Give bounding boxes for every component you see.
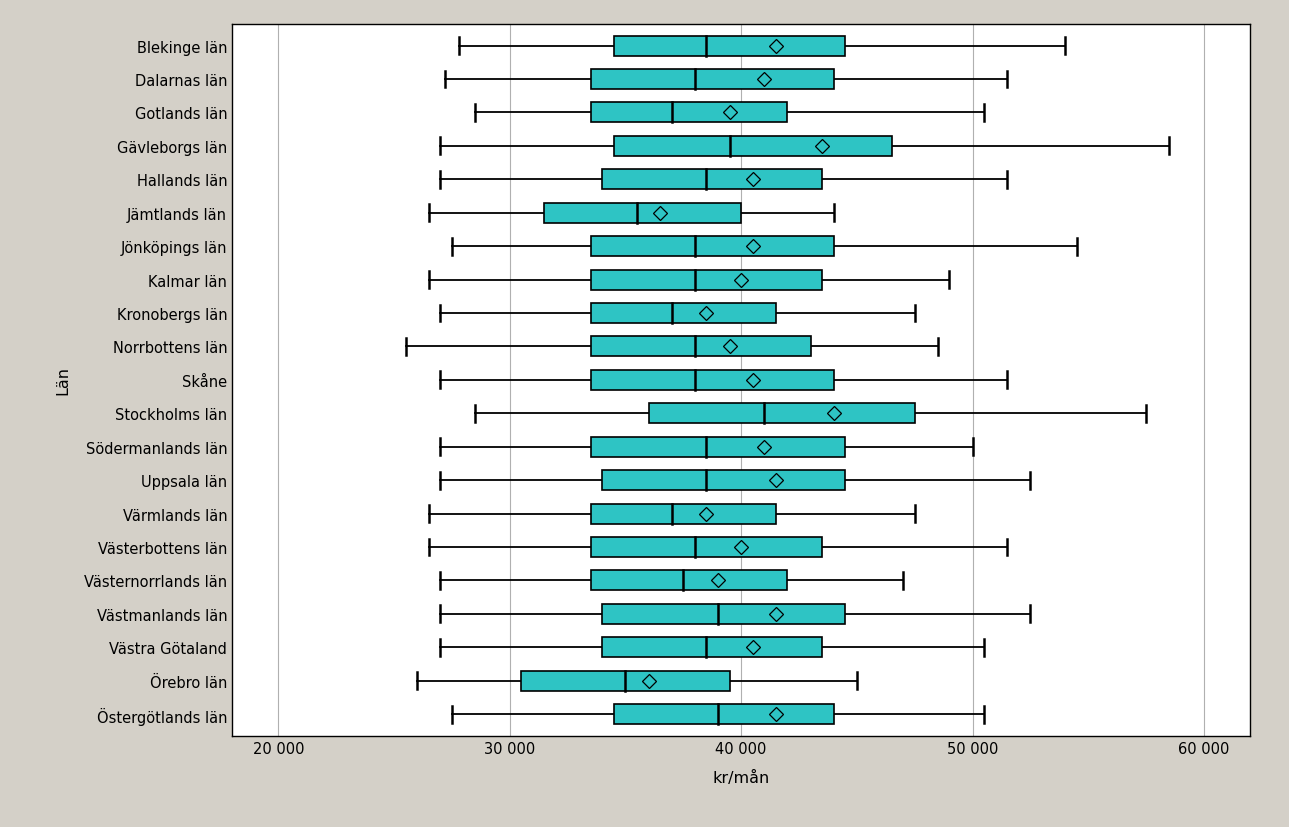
Bar <box>614 705 834 724</box>
Bar <box>648 404 915 423</box>
Bar <box>521 671 730 691</box>
Bar <box>544 203 741 223</box>
Bar <box>590 337 811 357</box>
Bar <box>590 370 834 390</box>
Bar <box>602 170 822 190</box>
Y-axis label: Län: Län <box>55 366 70 395</box>
Bar <box>602 638 822 657</box>
Bar <box>590 538 822 557</box>
Bar <box>602 471 846 490</box>
Bar <box>590 571 788 590</box>
X-axis label: kr/mån: kr/mån <box>713 770 770 785</box>
Bar <box>590 70 834 90</box>
Bar <box>590 304 776 323</box>
Bar <box>590 237 834 257</box>
Bar <box>614 36 846 56</box>
Bar <box>590 437 846 457</box>
Bar <box>590 504 776 524</box>
Bar <box>614 136 892 156</box>
Bar <box>590 270 822 290</box>
Bar <box>602 605 846 624</box>
Bar <box>590 103 788 123</box>
